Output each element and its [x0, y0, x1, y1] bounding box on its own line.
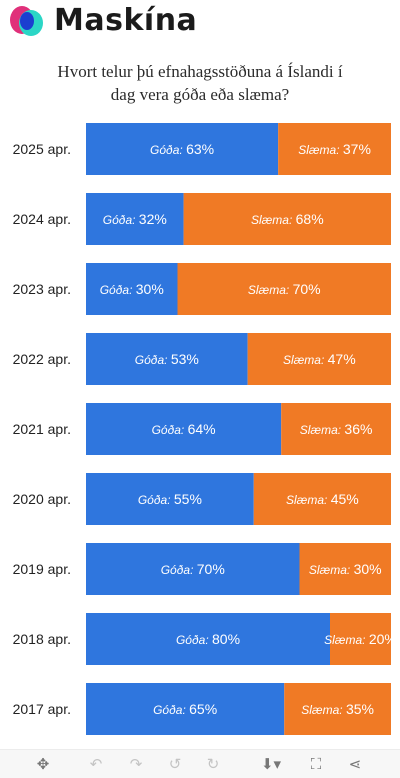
data-label: Góða: 70%: [161, 561, 225, 577]
data-label: Góða: 55%: [138, 491, 202, 507]
category-label: 2019 apr.: [13, 561, 71, 577]
data-label: Slæma: 70%: [248, 281, 321, 297]
bar-segment-slaema[interactable]: [330, 613, 391, 665]
data-label: Góða: 53%: [135, 351, 199, 367]
data-label: Góða: 63%: [150, 141, 214, 157]
stacked-bar-chart: 2025 apr. Góða: 63% Slæma: 37% 2024 apr. Góð…: [12, 123, 397, 735]
bar-segment-goda[interactable]: [86, 473, 254, 525]
bar-segment-slaema[interactable]: [253, 473, 391, 525]
category-label: 2018 apr.: [13, 631, 71, 647]
bar-segment-goda[interactable]: [86, 193, 184, 245]
category-label: 2020 apr.: [13, 491, 71, 507]
data-label: Slæma: 45%: [286, 491, 359, 507]
data-label: Góða: 65%: [153, 701, 217, 717]
bar-segment-slaema[interactable]: [183, 193, 391, 245]
chart-title: Hvort telur þú efnahagsstöðuna á Íslandi…: [0, 60, 400, 106]
brand-logo: Maskína: [8, 3, 197, 39]
bar-segment-goda[interactable]: [86, 333, 248, 385]
bar-segment-goda[interactable]: [86, 123, 279, 175]
data-label: Slæma: 68%: [251, 211, 324, 227]
bar-segment-slaema[interactable]: [247, 333, 391, 385]
chart-toolbar: ✥ ↶ ↷ ↺ ↻ ⬇▾ ⛶ ⋖: [0, 749, 400, 778]
bar-segment-goda[interactable]: [86, 263, 178, 315]
bar-segment-slaema[interactable]: [177, 263, 392, 315]
chart-title-line-2: dag vera góða eða slæma?: [110, 85, 290, 104]
data-label: Slæma: 47%: [283, 351, 356, 367]
category-label: 2021 apr.: [13, 421, 71, 437]
redo-alt-icon[interactable]: ↻: [206, 755, 220, 773]
bar-segment-goda[interactable]: [86, 543, 300, 595]
data-label: Slæma: 37%: [298, 141, 371, 157]
category-label: 2023 apr.: [13, 281, 71, 297]
data-label: Slæma: 30%: [309, 561, 382, 577]
bar-segment-slaema[interactable]: [299, 543, 392, 595]
category-label: 2022 apr.: [13, 351, 71, 367]
move-icon[interactable]: ✥: [36, 755, 50, 773]
data-label: Góða: 64%: [152, 421, 216, 437]
reset-icon[interactable]: ↺: [168, 755, 182, 773]
redo-icon[interactable]: ↷: [129, 755, 143, 773]
bar-segment-goda[interactable]: [86, 683, 285, 735]
data-label: Slæma: 20%: [324, 631, 397, 647]
category-label: 2024 apr.: [13, 211, 71, 227]
fullscreen-icon[interactable]: ⛶: [310, 755, 322, 773]
bar-segment-goda[interactable]: [86, 613, 330, 665]
category-label: 2025 apr.: [13, 141, 71, 157]
data-label: Slæma: 36%: [300, 421, 373, 437]
brand-name: Maskína: [54, 3, 198, 38]
chart-title-line-1: Hvort telur þú efnahagsstöðuna á Íslandi…: [57, 62, 343, 81]
maskina-logo-icon: [8, 3, 46, 39]
bar-segment-slaema[interactable]: [278, 123, 391, 175]
category-label: 2017 apr.: [13, 701, 71, 717]
download-icon[interactable]: ⬇▾: [260, 755, 282, 773]
share-icon[interactable]: ⋖: [348, 755, 362, 773]
data-label: Góða: 30%: [100, 281, 164, 297]
undo-icon[interactable]: ↶: [89, 755, 103, 773]
data-label: Góða: 80%: [176, 631, 240, 647]
bar-segment-slaema[interactable]: [284, 683, 391, 735]
bar-segment-slaema[interactable]: [281, 403, 391, 455]
data-label: Slæma: 35%: [301, 701, 374, 717]
data-label: Góða: 32%: [103, 211, 167, 227]
bar-segment-goda[interactable]: [86, 403, 282, 455]
